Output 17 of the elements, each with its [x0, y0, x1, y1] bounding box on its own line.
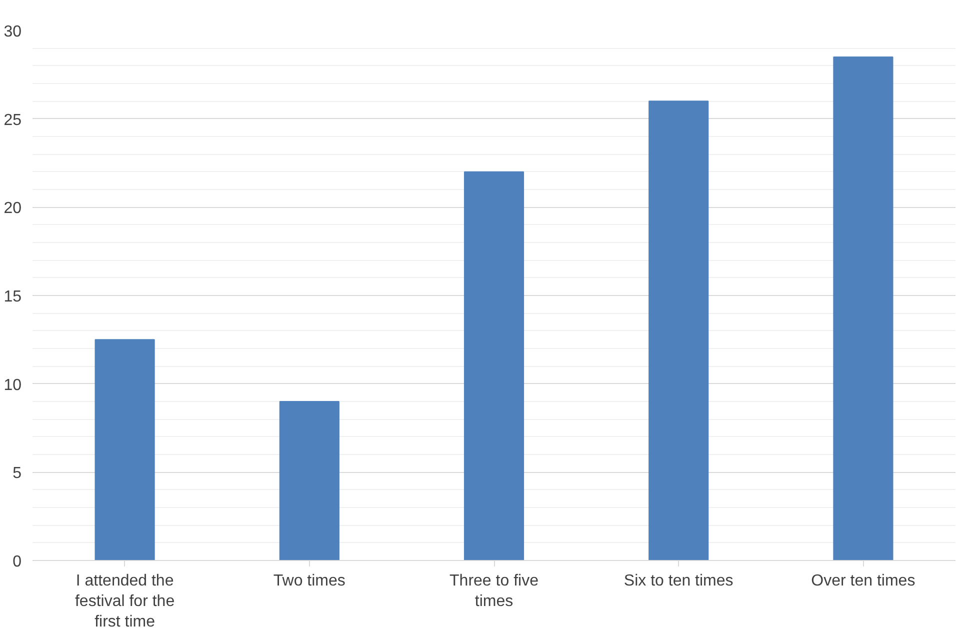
- x-tick-label: Six to ten times: [624, 572, 734, 590]
- y-tick-label: 30: [4, 24, 22, 40]
- bar: [648, 100, 709, 560]
- y-tick-label: 15: [4, 288, 22, 306]
- x-tick-label: Two times: [273, 572, 346, 590]
- x-tick-label: Over ten times: [811, 572, 916, 590]
- x-tick-label: I attended the festival for the first time: [75, 572, 175, 630]
- bar: [279, 401, 340, 560]
- y-tick-label: 5: [12, 465, 22, 482]
- y-tick-label: 20: [4, 200, 22, 218]
- bar: [94, 339, 155, 560]
- x-tick-label: Three to five times: [450, 572, 539, 610]
- y-tick-label: 10: [4, 376, 22, 394]
- bar: [464, 171, 524, 560]
- bar: [833, 56, 894, 560]
- y-tick-label: 0: [12, 554, 22, 570]
- y-tick-label: 25: [4, 112, 22, 129]
